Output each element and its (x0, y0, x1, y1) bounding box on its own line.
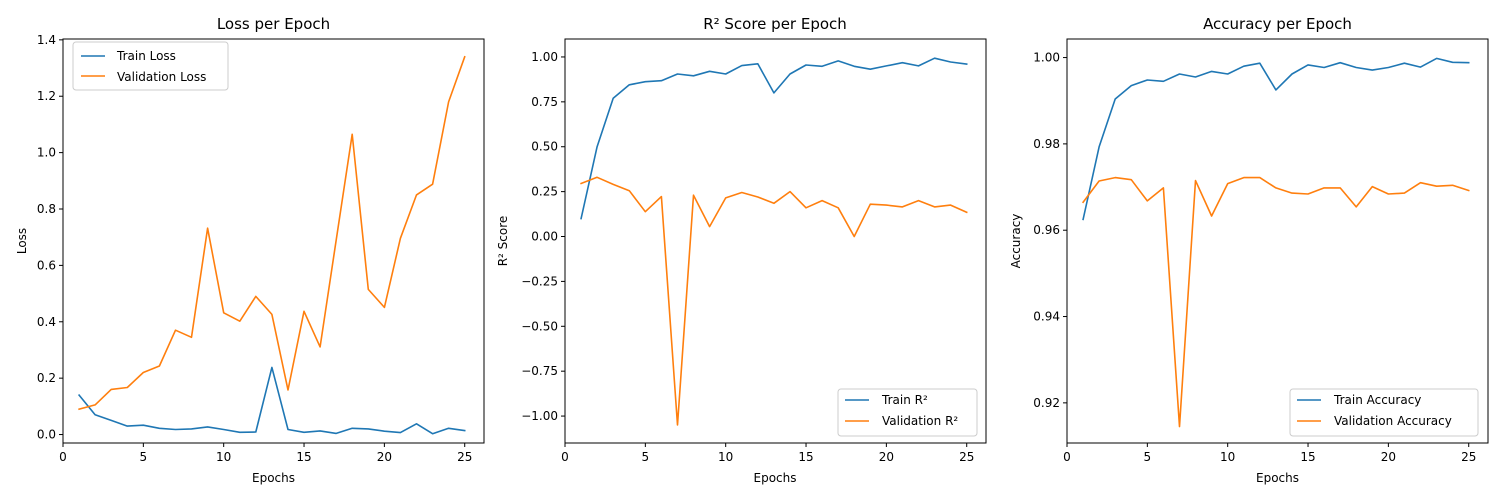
y-tick-label: 0.8 (37, 202, 56, 216)
x-axis-label: Epochs (1256, 471, 1299, 485)
series-line-validation-accuracy (1081, 176, 1470, 428)
plot-frame (1066, 38, 1489, 444)
y-tick-label: 0.25 (531, 185, 558, 199)
y-axis-label: R² Score (496, 216, 510, 267)
y-tick-label: 1.4 (37, 33, 56, 47)
series-line-train-loss (77, 366, 466, 435)
y-tick-label: 0.4 (37, 315, 56, 329)
legend-label-validation-accuracy: Validation Accuracy (1334, 414, 1452, 428)
y-tick-label: −1.00 (521, 409, 558, 423)
legend: Train Accuracy Validation Accuracy (1289, 388, 1479, 437)
axis-ticks: 0 5 10 15 20 25 0.92 0.94 0.96 0.98 1.00 (1033, 51, 1476, 464)
x-tick-label: 0 (561, 450, 569, 464)
y-tick-label: 0.2 (37, 371, 56, 385)
legend-box (1289, 388, 1479, 437)
x-tick-label: 25 (457, 450, 472, 464)
plot-frame (62, 38, 485, 444)
legend-box (72, 41, 229, 91)
x-tick-label: 5 (642, 450, 650, 464)
y-tick-label: 0.0 (37, 428, 56, 442)
x-tick-label: 20 (879, 450, 894, 464)
x-tick-label: 25 (959, 450, 974, 464)
legend-label-train-loss: Train Loss (116, 49, 176, 63)
y-tick-label: −0.50 (521, 319, 558, 333)
legend: Train R² Validation R² (837, 388, 978, 437)
plot-frame (564, 38, 987, 444)
x-tick-label: 0 (59, 450, 67, 464)
x-tick-label: 15 (1300, 450, 1315, 464)
legend-label-train-r2: Train R² (881, 393, 928, 407)
x-tick-label: 0 (1063, 450, 1071, 464)
chart-title: Loss per Epoch (217, 15, 330, 33)
y-tick-label: 0.94 (1033, 310, 1060, 324)
x-axis-label: Epochs (252, 471, 295, 485)
axis-ticks: 0 5 10 15 20 25 0.0 0.2 0.4 0.6 0.8 1.0 1.2 1.4 (37, 33, 472, 464)
x-tick-label: 20 (377, 450, 392, 464)
x-tick-label: 10 (718, 450, 733, 464)
y-tick-label: 0.6 (37, 258, 56, 272)
series-lines (77, 55, 466, 435)
x-axis-label: Epochs (754, 471, 797, 485)
x-tick-label: 10 (1220, 450, 1235, 464)
legend: Train Loss Validation Loss (72, 41, 229, 91)
legend-box (837, 388, 978, 437)
y-tick-label: −0.25 (521, 274, 558, 288)
x-tick-label: 5 (1144, 450, 1152, 464)
chart-title: R² Score per Epoch (703, 15, 847, 33)
y-tick-label: 0.98 (1033, 137, 1060, 151)
loss-chart-panel: Loss per Epoch Epochs Loss 0 5 10 15 20 25 0.0… (15, 15, 485, 485)
series-lines (1081, 57, 1470, 428)
legend-label-validation-loss: Validation Loss (117, 70, 206, 84)
y-tick-label: 0.75 (531, 95, 558, 109)
legend-label-train-accuracy: Train Accuracy (1333, 393, 1421, 407)
y-tick-label: −0.75 (521, 364, 558, 378)
axis-ticks: 0 5 10 15 20 25 −1.00 −0.75 −0.50 −0.25 0.00 0.25 0.… (521, 50, 974, 464)
x-tick-label: 15 (798, 450, 813, 464)
y-tick-label: 1.0 (37, 146, 56, 160)
x-tick-label: 15 (296, 450, 311, 464)
y-axis-label: Loss (15, 228, 29, 254)
y-tick-label: 1.00 (531, 50, 558, 64)
series-line-validation-r (580, 176, 968, 426)
x-tick-label: 5 (140, 450, 148, 464)
x-tick-label: 20 (1381, 450, 1396, 464)
y-tick-label: 0.50 (531, 140, 558, 154)
y-tick-label: 0.92 (1033, 396, 1060, 410)
y-tick-label: 0.00 (531, 230, 558, 244)
series-line-train-accuracy (1082, 57, 1470, 221)
r2-chart-panel: R² Score per Epoch Epochs R² Score 0 5 10 1… (496, 15, 987, 485)
x-tick-label: 25 (1461, 450, 1476, 464)
accuracy-chart-panel: Accuracy per Epoch Epochs Accuracy 0 5 10 1… (1009, 15, 1489, 485)
series-line-validation-loss (78, 55, 466, 411)
series-line-train-r (580, 57, 968, 220)
chart-title: Accuracy per Epoch (1203, 15, 1352, 33)
y-tick-label: 1.2 (37, 89, 56, 103)
y-axis-label: Accuracy (1009, 214, 1023, 269)
series-lines (580, 57, 968, 426)
x-tick-label: 10 (216, 450, 231, 464)
y-tick-label: 1.00 (1033, 51, 1060, 65)
y-tick-label: 0.96 (1033, 223, 1060, 237)
legend-label-validation-r2: Validation R² (882, 414, 958, 428)
